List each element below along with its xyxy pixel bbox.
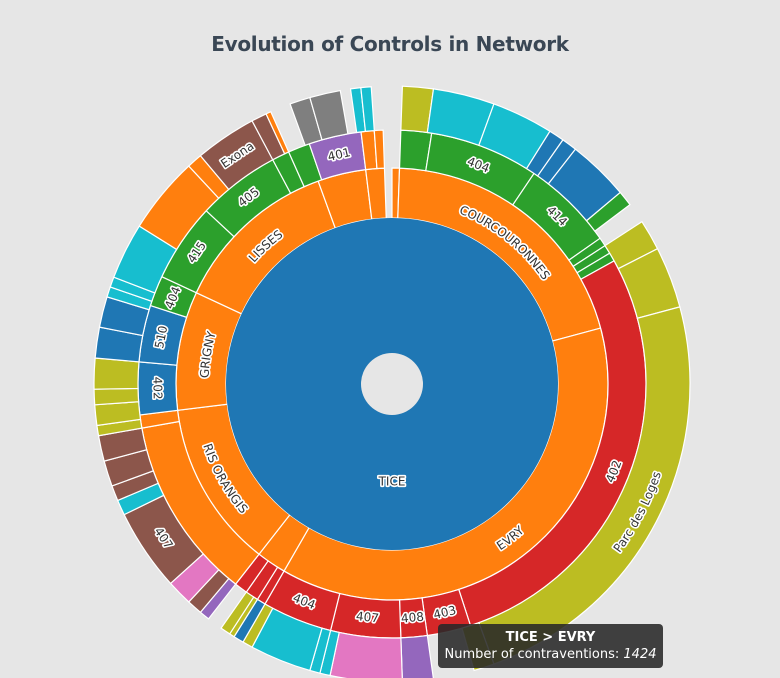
ring3-label-8: 408 <box>400 610 424 626</box>
tooltip-label: Number of contraventions: <box>444 647 620 662</box>
tooltip-path: TICE > EVRY <box>505 630 596 645</box>
ring4-segment-11[interactable] <box>400 634 434 678</box>
center-hole <box>361 353 423 415</box>
ring3-label-23: 401 <box>326 145 351 164</box>
ring3-segment-25[interactable] <box>373 129 386 170</box>
tooltip: TICE > EVRY Number of contraventions: 14… <box>438 624 663 668</box>
segments-layer <box>93 85 691 678</box>
ring3-label-7: 403 <box>432 603 457 622</box>
ring4-segment-31[interactable] <box>93 357 140 390</box>
ring4-segment-45[interactable] <box>360 86 375 133</box>
ring4-segment-43[interactable] <box>309 89 349 141</box>
ring4-segment-30[interactable] <box>93 387 140 406</box>
ring4-segment-6[interactable] <box>585 191 631 232</box>
tooltip-line: Number of contraventions: 1424 <box>438 647 663 662</box>
tooltip-value: 1424 <box>623 647 657 662</box>
ring4-segment-12[interactable] <box>329 631 403 678</box>
chart-title: Evolution of Controls in Network <box>211 32 569 56</box>
ring3-label-17: 510 <box>152 324 170 349</box>
ring3-label-9: 407 <box>355 609 379 625</box>
ring3-label-16: 402 <box>150 377 164 400</box>
root-label: TICE <box>378 475 406 489</box>
ring4-segment-19[interactable] <box>220 591 255 635</box>
ring4-segment-41[interactable] <box>265 110 290 155</box>
